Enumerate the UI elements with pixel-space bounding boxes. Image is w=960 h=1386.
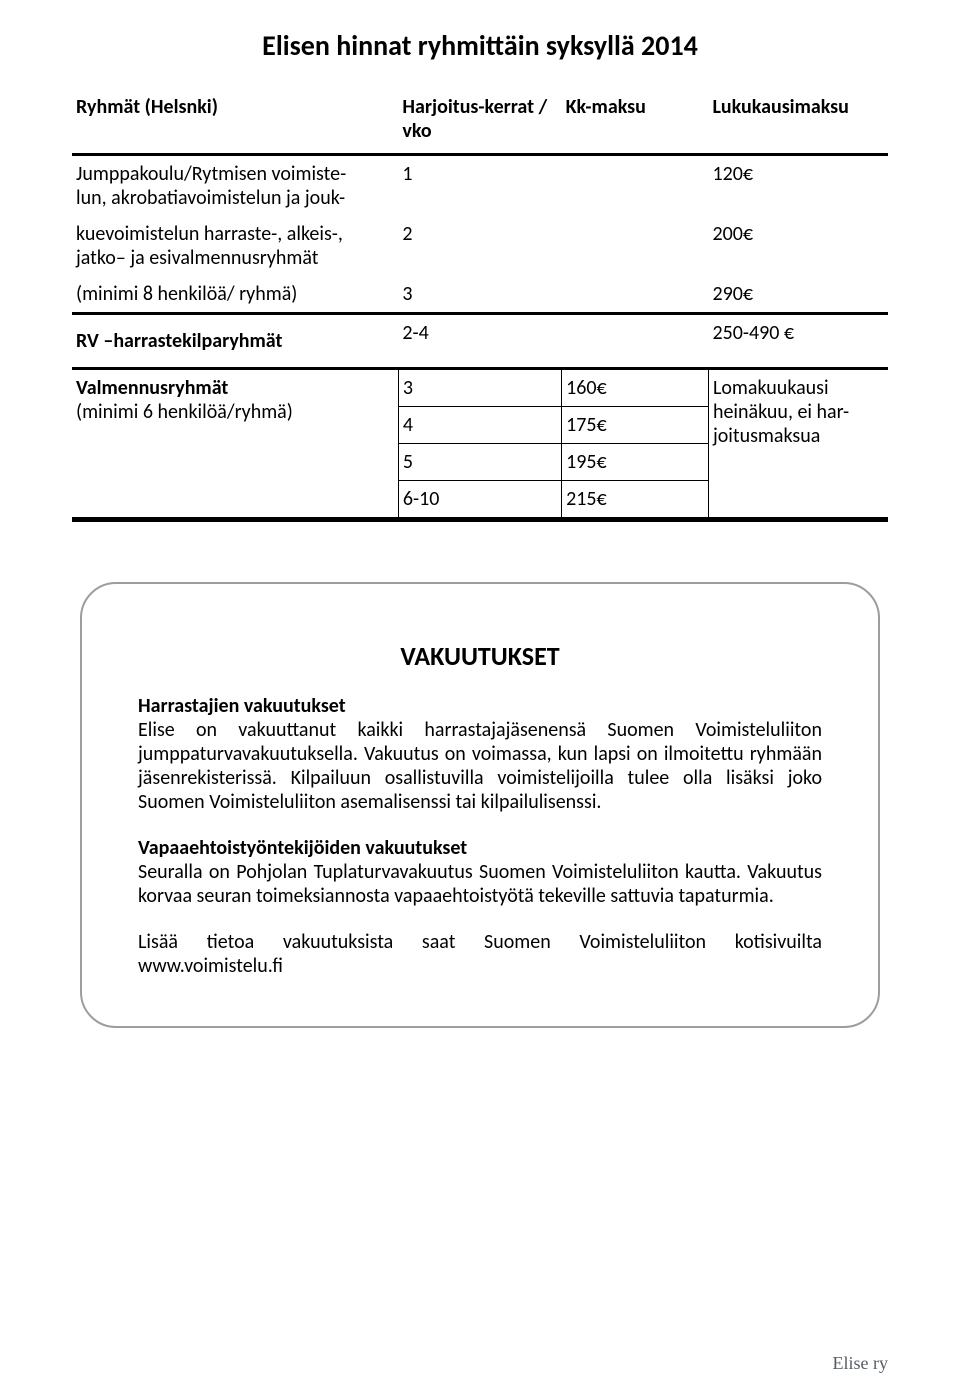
table-row: kuevoimistelun harraste-, alkeis-, jatko… [72, 216, 888, 276]
info-p2-text: Seuralla on Pohjolan Tuplaturvavakuutus … [138, 860, 822, 908]
info-heading: VAKUUTUKSET [138, 640, 822, 672]
info-p2: Vapaaehtoistyöntekijöiden vakuutukset Se… [138, 836, 822, 908]
col-group: Ryhmät (Helsnki) [72, 89, 398, 155]
r3-s3: 5 [398, 444, 561, 481]
col-monthly: Kk-maksu [562, 89, 709, 155]
r2-label: RV –harrastekilparyhmät [72, 314, 398, 369]
r1-l2: lun, akrobatiavoimistelun ja jouk- [76, 186, 345, 210]
table-header-row: Ryhmät (Helsnki) Harjoitus-kerrat / vko … [72, 89, 888, 155]
info-box: VAKUUTUKSET Harrastajien vakuutukset Eli… [80, 582, 880, 1028]
r1-p1: 120€ [708, 155, 888, 217]
table-row: RV –harrastekilparyhmät 2-4 250-490 € [72, 314, 888, 369]
info-sub2: Vapaaehtoistyöntekijöiden vakuutukset [138, 836, 822, 860]
r3-note2: heinäkuu, ei har- [713, 400, 849, 424]
r1-s2: 2 [398, 216, 561, 276]
r3-note1: Lomakuukausi [713, 376, 829, 400]
r3-l1: Valmennusryhmät [76, 376, 228, 400]
r1-p3: 290€ [708, 276, 888, 314]
r3-s4: 6-10 [398, 481, 561, 520]
price-table: Ryhmät (Helsnki) Harjoitus-kerrat / vko … [72, 89, 888, 522]
r3-s2: 4 [398, 407, 561, 444]
r1-l1: Jumppakoulu/Rytmisen voimiste- [76, 162, 346, 186]
col-semester: Lukukausimaksu [708, 89, 888, 155]
r3-s1: 3 [398, 369, 561, 407]
info-p1: Harrastajien vakuutukset Elise on vakuut… [138, 694, 822, 814]
r2-sessions: 2-4 [398, 314, 561, 369]
col-sessions: Harjoitus-kerrat / vko [398, 89, 561, 155]
r1-s3: 3 [398, 276, 561, 314]
info-p3: Lisää tietoa vakuutuksista saat Suomen V… [138, 930, 822, 978]
r1-s1: 1 [398, 155, 561, 217]
r3-m4: 215€ [562, 481, 709, 520]
r2-price: 250-490 € [708, 314, 888, 369]
page-title: Elisen hinnat ryhmittäin syksyllä 2014 [72, 28, 888, 63]
r3-m2: 175€ [562, 407, 709, 444]
r3-m1: 160€ [562, 369, 709, 407]
table-row: (minimi 8 henkilöä/ ryhmä) 3 290€ [72, 276, 888, 314]
r1-l5: (minimi 8 henkilöä/ ryhmä) [72, 276, 398, 314]
info-p1-text: Elise on vakuuttanut kaikki harrastajajä… [138, 718, 822, 814]
table-row: Valmennusryhmät (minimi 6 henkilöä/ryhmä… [72, 369, 888, 407]
r3-l2: (minimi 6 henkilöä/ryhmä) [76, 400, 293, 424]
info-sub1: Harrastajien vakuutukset [138, 694, 822, 718]
r1-l4: jatko– ja esivalmennusryhmät [76, 246, 318, 270]
table-row: Jumppakoulu/Rytmisen voimiste- lun, akro… [72, 155, 888, 217]
footer-text: Elise ry [833, 1353, 889, 1374]
r1-p2: 200€ [708, 216, 888, 276]
r3-note3: joitusmaksua [713, 424, 820, 448]
r1-l3: kuevoimistelun harraste-, alkeis-, [76, 222, 343, 246]
r3-m3: 195€ [562, 444, 709, 481]
